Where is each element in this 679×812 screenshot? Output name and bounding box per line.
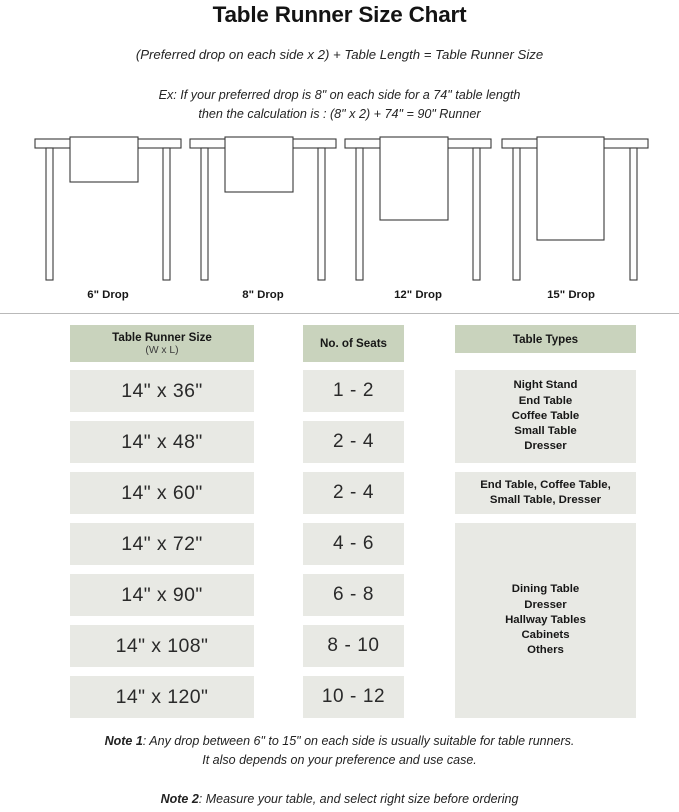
example-line-1: Ex: If your preferred drop is 8" on each… [158,88,521,102]
example-line-2: then the calculation is : (8" x 2) + 74"… [198,107,481,121]
column-header-table-runner-size: Table Runner Size (W x L) [70,325,254,362]
section-divider [0,313,679,314]
column-header-title: No. of Seats [320,337,387,350]
note-1-label: Note 1 [104,734,143,748]
table-diagram-svg [344,136,492,281]
drop-diagrams: 6" Drop 8" Drop 12" Drop [0,130,679,310]
table-cell-size: 14" x 72" [70,523,254,565]
diagram-8in-drop: 8" Drop [183,130,343,305]
column-header-no-of-seats: No. of Seats [303,325,404,362]
table-cell-types: Night Stand End Table Coffee Table Small Ta… [455,370,636,463]
table-cell-seats: 2 - 4 [303,472,404,514]
table-cell-size: 14" x 36" [70,370,254,412]
diagram-6in-drop: 6" Drop [28,130,188,305]
note-1: Note 1: Any drop between 6" to 15" on ea… [0,732,679,770]
table-cell-seats: 8 - 10 [303,625,404,667]
note-2-label: Note 2 [160,792,199,806]
table-diagram-svg [501,136,649,281]
formula-text: (Preferred drop on each side x 2) + Tabl… [135,47,544,62]
column-header-title: Table Types [512,332,579,346]
diagram-label: 12" Drop [394,289,442,301]
page-title: Table Runner Size Chart [212,2,467,27]
table-cell-size: 14" x 108" [70,625,254,667]
table-cell-size: 14" x 120" [70,676,254,718]
column-header-title: Table Runner Size [112,331,212,344]
table-cell-seats: 2 - 4 [303,421,404,463]
example-text: Ex: If your preferred drop is 8" on each… [0,86,679,124]
note-2: Note 2: Measure your table, and select r… [0,790,679,809]
diagram-label: 8" Drop [242,289,284,301]
diagram-15in-drop: 15" Drop [491,130,651,305]
table-cell-types: End Table, Coffee Table, Small Table, Dre… [455,472,636,514]
note-2-line-1: Note 2: Measure your table, and select r… [0,790,679,809]
table-cell-size: 14" x 60" [70,472,254,514]
diagram-label: 15" Drop [547,289,595,301]
note-1-line-2: It also depends on your preference and u… [202,753,477,767]
note-1-text: : Any drop between 6" to 15" on each sid… [142,734,575,748]
table-cell-seats: 1 - 2 [303,370,404,412]
table-diagram-svg [189,136,337,281]
table-cell-size: 14" x 90" [70,574,254,616]
table-cell-seats: 10 - 12 [303,676,404,718]
table-cell-size: 14" x 48" [70,421,254,463]
table-cell-seats: 6 - 8 [303,574,404,616]
table-diagram-svg [34,136,182,281]
diagram-12in-drop: 12" Drop [338,130,498,305]
table-cell-types: Dining Table Dresser Hallway Tables Cabinet… [455,523,636,718]
table-cell-seats: 4 - 6 [303,523,404,565]
column-header-table-types: Table Types [455,325,636,353]
column-header-subtitle: (W x L) [145,345,179,356]
note-2-text: : Measure your table, and select right s… [198,792,519,806]
diagram-label: 6" Drop [87,289,129,301]
note-1-line-1: Note 1: Any drop between 6" to 15" on ea… [0,732,679,751]
